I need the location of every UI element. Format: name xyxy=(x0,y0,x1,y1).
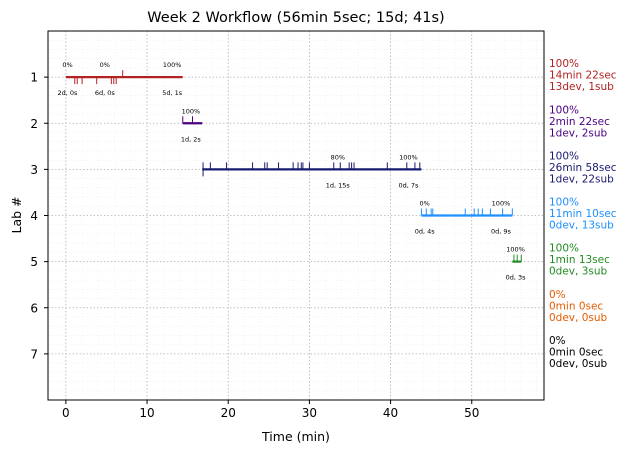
lab-4-annotation-label: 0d, 9s xyxy=(491,228,512,236)
x-axis-label: Time (min) xyxy=(261,429,330,444)
chart-title: Week 2 Workflow (56min 5sec; 15d; 41s) xyxy=(147,10,444,26)
y-axis-label: Lab # xyxy=(9,196,24,233)
lab-7-summary-line: 0dev, 0sub xyxy=(549,358,608,370)
lab-3-annotation-pct: 100% xyxy=(399,153,418,161)
lab-5-annotation-pct: 100% xyxy=(506,246,525,254)
x-tick-label: 10 xyxy=(139,406,154,420)
lab-5-summary-line: 1min 13sec xyxy=(549,254,610,266)
x-tick-label: 40 xyxy=(383,406,398,420)
lab-4-summary-line: 100% xyxy=(549,197,579,209)
y-tick-label: 5 xyxy=(30,255,38,269)
lab-4-annotation-label: 0d, 4s xyxy=(415,228,436,236)
lab-6-summary-line: 0min 0sec xyxy=(549,300,603,312)
x-tick-label: 20 xyxy=(221,406,236,420)
x-tick-label: 50 xyxy=(464,406,479,420)
lab-1-annotation-label: 6d, 0s xyxy=(95,89,116,97)
lab-3-annotation-label: 1d, 15s xyxy=(326,181,351,189)
lab-1-annotation-label: 5d, 1s xyxy=(162,89,183,97)
lab-5-summary-line: 100% xyxy=(549,243,579,255)
lab-1-summary-line: 100% xyxy=(549,58,579,70)
chart-marks: 0% 2d, 0s 0% 6d, 0s 100% 5d, 1s 100% 1d, 2s 80% 1… xyxy=(58,61,527,282)
x-tick-label: 30 xyxy=(302,406,317,420)
lab-4-annotation-pct: 0% xyxy=(420,200,430,208)
lab-4-annotation-pct: 100% xyxy=(492,200,511,208)
lab-1-annotation-pct: 100% xyxy=(163,61,182,69)
y-tick-label: 6 xyxy=(30,301,38,315)
y-tick-label: 7 xyxy=(30,347,38,361)
lab-7-summary-line: 0% xyxy=(549,335,566,347)
lab-1-annotation-label: 2d, 0s xyxy=(58,89,79,97)
lab-1-summary-line: 14min 22sec xyxy=(549,70,617,82)
y-tick-label: 1 xyxy=(30,71,38,85)
lab-2-annotation-pct: 100% xyxy=(182,107,201,115)
lab-2-summary-line: 2min 22sec xyxy=(549,116,610,128)
lab-5-annotation-label: 0d, 3s xyxy=(506,274,527,282)
y-tick-label: 2 xyxy=(30,117,38,131)
x-tick-label: 0 xyxy=(62,406,70,420)
lab-5-summary-line: 0dev, 3sub xyxy=(549,266,608,278)
axis-ticks: 0 10 20 30 40 50 1 2 3 4 5 6 7 xyxy=(30,71,479,420)
lab-3-annotation-label: 0d, 7s xyxy=(398,181,419,189)
lab-7-summary-line: 0min 0sec xyxy=(549,346,603,358)
lab-3-summary-line: 26min 58sec xyxy=(549,162,617,174)
lab-2-annotation-label: 1d, 2s xyxy=(181,135,202,143)
lab-6-summary-line: 0% xyxy=(549,289,566,301)
y-tick-label: 3 xyxy=(30,163,38,177)
lab-2-summary-line: 1dev, 2sub xyxy=(549,127,608,139)
lab-3-annotation-pct: 80% xyxy=(331,153,345,161)
lab-3-summary-line: 1dev, 22sub xyxy=(549,173,614,185)
lab-3-summary-line: 100% xyxy=(549,150,579,162)
lab-1-annotation-pct: 0% xyxy=(100,61,110,69)
y-tick-label: 4 xyxy=(30,209,38,223)
lab-4-summary-line: 0dev, 13sub xyxy=(549,220,614,232)
lab-6-summary-line: 0dev, 0sub xyxy=(549,312,608,324)
lab-1-summary-line: 13dev, 1sub xyxy=(549,81,614,93)
lab-2-summary-line: 100% xyxy=(549,104,579,116)
lab-1-annotation-pct: 0% xyxy=(62,61,72,69)
lab-4-summary-line: 11min 10sec xyxy=(549,208,617,220)
